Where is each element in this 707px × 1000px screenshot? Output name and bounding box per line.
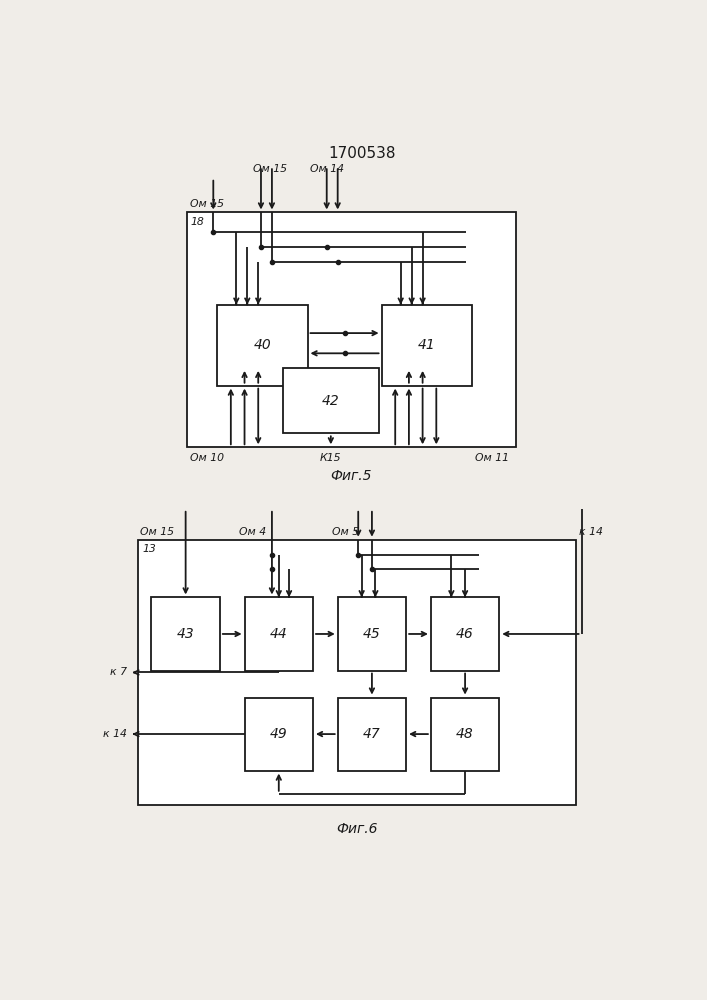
Text: 13: 13	[142, 544, 156, 554]
Text: 48: 48	[456, 727, 474, 741]
Text: 49: 49	[270, 727, 288, 741]
Text: 45: 45	[363, 627, 381, 641]
FancyBboxPatch shape	[187, 212, 516, 447]
Text: Ом 14: Ом 14	[310, 164, 344, 174]
Text: К15: К15	[320, 453, 341, 463]
Text: 1700538: 1700538	[329, 146, 396, 161]
Text: 46: 46	[456, 627, 474, 641]
Text: 43: 43	[177, 627, 194, 641]
FancyBboxPatch shape	[431, 698, 499, 771]
Text: 41: 41	[418, 338, 436, 352]
FancyBboxPatch shape	[283, 368, 379, 433]
FancyBboxPatch shape	[338, 698, 407, 771]
Text: 40: 40	[254, 338, 271, 352]
FancyBboxPatch shape	[245, 698, 313, 771]
FancyBboxPatch shape	[138, 540, 576, 805]
Text: 44: 44	[270, 627, 288, 641]
Text: 47: 47	[363, 727, 381, 741]
Text: к 14: к 14	[103, 729, 127, 739]
Text: Ом 4: Ом 4	[239, 527, 266, 537]
Text: 18: 18	[191, 217, 204, 227]
FancyBboxPatch shape	[338, 597, 407, 671]
Text: к 14: к 14	[579, 527, 602, 537]
Text: к 7: к 7	[110, 667, 127, 677]
Text: Ом 15: Ом 15	[189, 199, 223, 209]
Text: Ом 11: Ом 11	[474, 453, 508, 463]
Text: Ом 15: Ом 15	[141, 527, 175, 537]
FancyBboxPatch shape	[151, 597, 220, 671]
FancyBboxPatch shape	[431, 597, 499, 671]
FancyBboxPatch shape	[217, 305, 308, 386]
Text: Ом 10: Ом 10	[189, 453, 223, 463]
FancyBboxPatch shape	[245, 597, 313, 671]
Text: 42: 42	[322, 394, 339, 408]
Text: Ом 15: Ом 15	[253, 164, 287, 174]
Text: Фиг.6: Фиг.6	[336, 822, 378, 836]
Text: Ом 5: Ом 5	[332, 527, 359, 537]
Text: Фиг.5: Фиг.5	[331, 469, 372, 483]
FancyBboxPatch shape	[382, 305, 472, 386]
